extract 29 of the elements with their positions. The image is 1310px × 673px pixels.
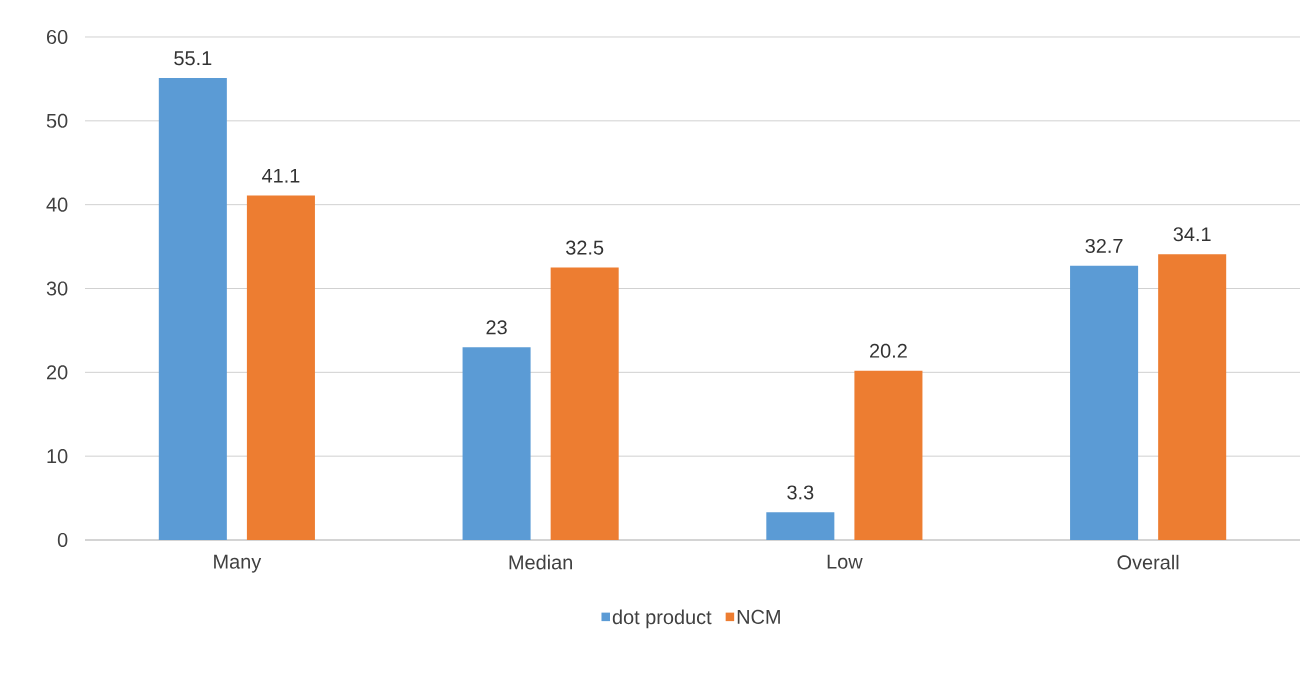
bar (462, 347, 531, 540)
legend-label: dot product (612, 609, 712, 629)
data-label: 34.1 (1173, 227, 1211, 242)
bar (1158, 254, 1227, 540)
x-tick-label: Overall (1117, 554, 1179, 570)
y-tick-label: 10 (47, 449, 68, 464)
data-label: 23 (486, 320, 507, 335)
y-tick-label: 50 (46, 113, 68, 128)
data-label: 41.1 (261, 168, 300, 183)
bar (854, 370, 923, 540)
data-label: 3.3 (787, 485, 814, 500)
x-tick-label: Many (214, 554, 262, 573)
y-tick-label: 30 (46, 281, 68, 296)
y-tick-label: 60 (47, 29, 68, 45)
x-tick-label: Low (827, 554, 863, 569)
data-label: 20.2 (870, 343, 907, 358)
y-tick-label: 20 (47, 365, 68, 380)
data-label: 32.7 (1085, 238, 1123, 254)
data-label: 55.1 (174, 51, 212, 66)
bar (158, 78, 227, 540)
data-label: 32.5 (566, 240, 604, 255)
bar (246, 195, 315, 540)
x-tick-label: Median (509, 554, 572, 570)
bar (1070, 265, 1139, 540)
bar (766, 512, 835, 540)
y-tick-label: 0 (57, 532, 68, 548)
bar (550, 267, 619, 540)
y-tick-label: 40 (46, 197, 68, 212)
legend-label: NCM (737, 609, 780, 624)
